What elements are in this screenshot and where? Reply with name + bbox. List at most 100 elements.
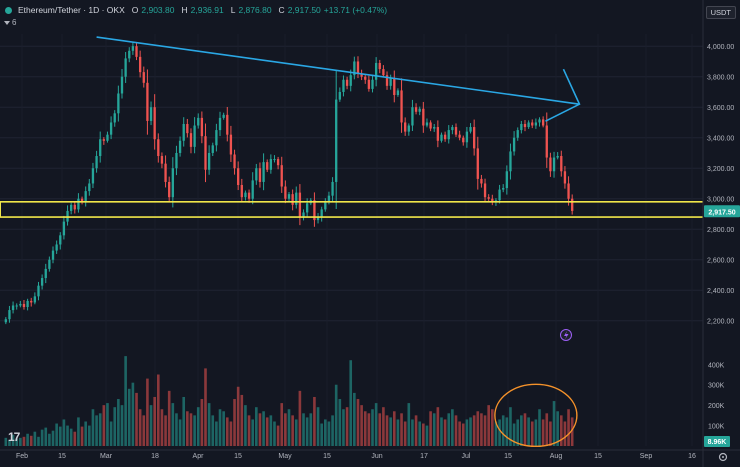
candle-body xyxy=(505,171,508,189)
volume-bar xyxy=(472,415,476,446)
symbol-status-icon xyxy=(4,5,13,15)
candle-body xyxy=(342,79,345,92)
volume-bar xyxy=(55,423,58,446)
candle-body xyxy=(73,204,76,210)
change-value: +13.71 (+0.47%) xyxy=(323,5,388,15)
volume-bar xyxy=(360,405,363,446)
volume-bar xyxy=(160,409,164,446)
volume-bar xyxy=(432,413,436,446)
volume-bar xyxy=(244,405,247,446)
volume-bar xyxy=(40,429,44,446)
candle-body xyxy=(62,221,66,236)
symbol-header: Ethereum/Tether · 1D · OKX O 2,903.80 H 2,… xyxy=(4,5,387,15)
time-tick-label: Mar xyxy=(100,453,113,460)
candle-body xyxy=(367,79,371,89)
candle-body xyxy=(204,136,207,170)
candle-body xyxy=(211,145,214,153)
candle-body xyxy=(324,201,327,210)
volume-bar xyxy=(516,419,520,446)
time-tick-label: 15 xyxy=(504,453,512,460)
trendline[interactable] xyxy=(96,36,580,105)
candle-body xyxy=(44,268,47,279)
volume-bar xyxy=(374,403,378,446)
candle-body xyxy=(229,134,233,155)
candle-body xyxy=(305,203,309,213)
volume-bar xyxy=(491,409,494,446)
candle-body xyxy=(40,278,44,286)
volume-annotation-circle[interactable] xyxy=(494,383,578,448)
candle-body xyxy=(338,91,341,100)
candle-body xyxy=(320,209,323,218)
volume-bar xyxy=(451,409,454,446)
candle-body xyxy=(396,90,400,96)
candle-body xyxy=(302,212,305,218)
volume-bar xyxy=(422,423,425,446)
candle-body xyxy=(400,90,403,123)
volume-bar xyxy=(95,415,98,446)
volume-bar xyxy=(313,396,316,446)
volume-bar xyxy=(498,419,501,446)
volume-bar xyxy=(117,399,120,446)
volume-bar xyxy=(309,413,313,446)
candle-body xyxy=(527,122,530,128)
candle-body xyxy=(356,61,360,74)
volume-bar xyxy=(465,419,469,446)
candle-body xyxy=(91,168,95,184)
volume-bar xyxy=(276,425,280,446)
tradingview-logo[interactable]: 17 xyxy=(8,430,20,444)
low-label: L xyxy=(230,5,236,15)
candle-body xyxy=(266,162,269,170)
candle-body xyxy=(244,192,247,198)
volume-bar xyxy=(385,415,389,446)
candle-body xyxy=(106,134,109,141)
candle-body xyxy=(95,156,98,169)
lightning-icon[interactable] xyxy=(560,329,572,341)
candle-body xyxy=(556,156,559,158)
currency-selector[interactable]: USDT xyxy=(705,6,736,19)
gear-icon[interactable] xyxy=(718,452,728,462)
volume-bar xyxy=(113,407,117,446)
volume-bar xyxy=(240,394,244,446)
volume-bar xyxy=(323,419,327,446)
candle-body xyxy=(247,192,251,199)
candle-body xyxy=(26,300,29,308)
volume-bar xyxy=(109,421,113,446)
volume-bar xyxy=(469,417,472,446)
volume-bar xyxy=(51,430,55,446)
candle-body xyxy=(186,123,189,134)
volume-bar xyxy=(331,415,334,446)
time-tick-label: 18 xyxy=(151,453,159,460)
volume-bar xyxy=(91,409,95,446)
last-volume-label: 8.96K xyxy=(708,439,727,446)
candle-body xyxy=(425,122,429,126)
volume-bar xyxy=(124,356,127,446)
volume-bar xyxy=(33,431,37,446)
volume-bar xyxy=(207,403,211,446)
indicator-toggle[interactable]: 6 xyxy=(4,18,16,27)
price-tick-label: 3,400.00 xyxy=(707,136,734,143)
volume-bar xyxy=(44,427,48,446)
candle-body xyxy=(331,181,334,196)
candle-body xyxy=(160,156,164,164)
volume-bar xyxy=(262,411,265,446)
volume-bar xyxy=(186,411,189,446)
time-tick-label: Jul xyxy=(462,453,471,460)
candle-body xyxy=(313,200,316,221)
candle-body xyxy=(454,127,458,135)
symbol-title[interactable]: Ethereum/Tether · 1D · OKX xyxy=(18,5,125,15)
time-tick-label: 15 xyxy=(58,453,66,460)
volume-bar xyxy=(98,413,102,446)
volume-bar xyxy=(342,409,345,446)
volume-bar xyxy=(167,390,171,446)
time-tick-label: Sep xyxy=(640,453,653,460)
volume-bar xyxy=(520,415,523,446)
volume-bar xyxy=(29,435,33,446)
volume-bar xyxy=(193,415,196,446)
candle-body xyxy=(102,139,106,141)
volume-bar xyxy=(494,421,498,446)
volume-bar xyxy=(443,419,447,446)
volume-bar xyxy=(149,405,153,446)
arrow-drawing[interactable] xyxy=(545,68,581,122)
candle-body xyxy=(345,79,349,86)
